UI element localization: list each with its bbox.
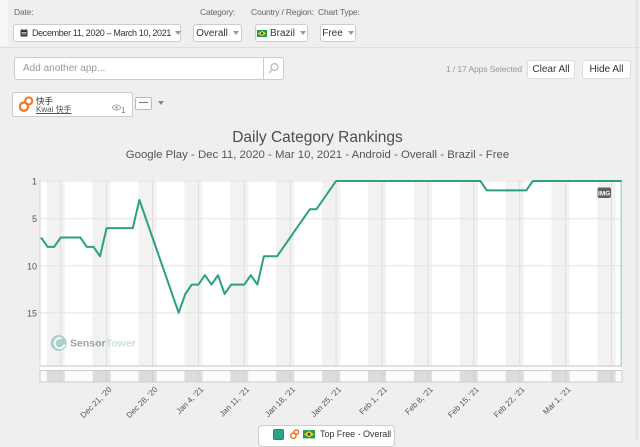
svg-text:Feb 22, '21: Feb 22, '21 [492,385,527,420]
svg-text:10: 10 [27,261,37,271]
svg-text:Jan 11, '21: Jan 11, '21 [218,385,252,419]
svg-text:Feb 1, '21: Feb 1, '21 [358,385,390,417]
svg-text:5: 5 [32,214,37,224]
svg-text:IMG: IMG [598,190,610,197]
svg-text:Feb 15, '21: Feb 15, '21 [446,385,481,420]
svg-text:1: 1 [32,177,37,187]
svg-text:Dec 28, '20: Dec 28, '20 [125,385,160,420]
svg-text:15: 15 [27,308,37,318]
svg-text:Jan 4, '21: Jan 4, '21 [175,385,206,416]
svg-text:SensorTower: SensorTower [70,338,136,350]
svg-text:Feb 8, '21: Feb 8, '21 [403,385,435,417]
svg-text:Jan 25, '21: Jan 25, '21 [309,385,343,419]
svg-text:Dec 21, '20: Dec 21, '20 [79,385,114,420]
svg-text:Mar 1, '21: Mar 1, '21 [541,385,573,417]
svg-text:Jan 18, '21: Jan 18, '21 [263,385,297,419]
